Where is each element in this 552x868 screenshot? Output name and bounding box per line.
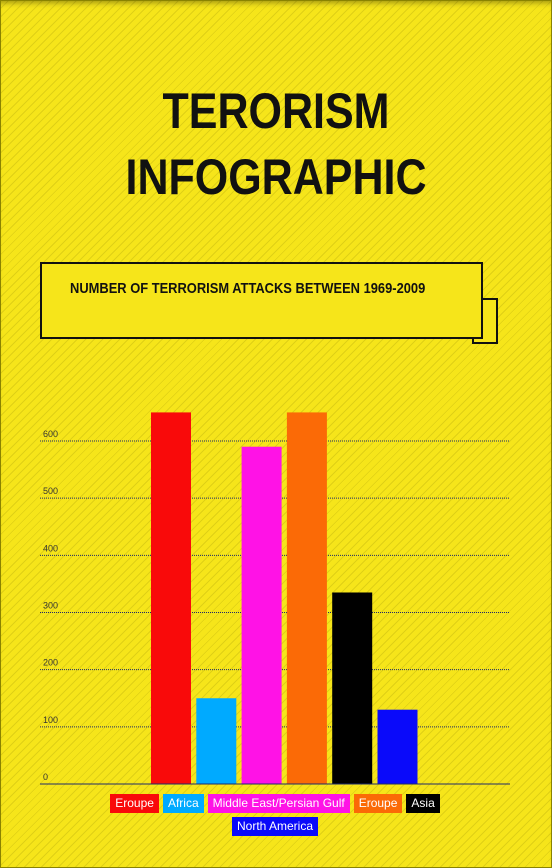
y-tick-label: 500	[43, 486, 58, 496]
page-title: TERORISM INFOGRAPHIC	[39, 78, 514, 210]
y-tick-label: 0	[43, 772, 48, 782]
bar-2	[241, 446, 282, 784]
chart-title: NUMBER OF TERRORISM ATTACKS BETWEEN 1969…	[70, 280, 426, 297]
y-tick-label: 300	[43, 601, 58, 611]
chart-legend: Eroupe Africa Middle East/Persian Gulf Erou…	[40, 792, 510, 838]
bar-5	[377, 709, 418, 784]
title-line-2: INFOGRAPHIC	[125, 149, 427, 205]
bar-3	[286, 412, 327, 784]
chart-title-banner: NUMBER OF TERRORISM ATTACKS BETWEEN 1969…	[40, 262, 483, 339]
legend-item: North America	[231, 817, 319, 836]
y-tick-label: 600	[43, 429, 58, 439]
legend-item: Middle East/Persian Gulf	[207, 794, 350, 813]
y-tick-label: 100	[43, 715, 58, 725]
title-line-1: TERORISM	[162, 83, 390, 139]
legend-item: Asia	[406, 794, 440, 813]
y-tick-label: 400	[43, 543, 58, 553]
y-tick-label: 200	[43, 658, 58, 668]
legend-item: Eroupe	[353, 794, 403, 813]
bar-1	[196, 698, 237, 784]
legend-item: Eroupe	[110, 794, 159, 813]
bar-0	[151, 412, 191, 784]
bar-4	[332, 592, 373, 784]
legend-item: Africa	[162, 794, 204, 813]
